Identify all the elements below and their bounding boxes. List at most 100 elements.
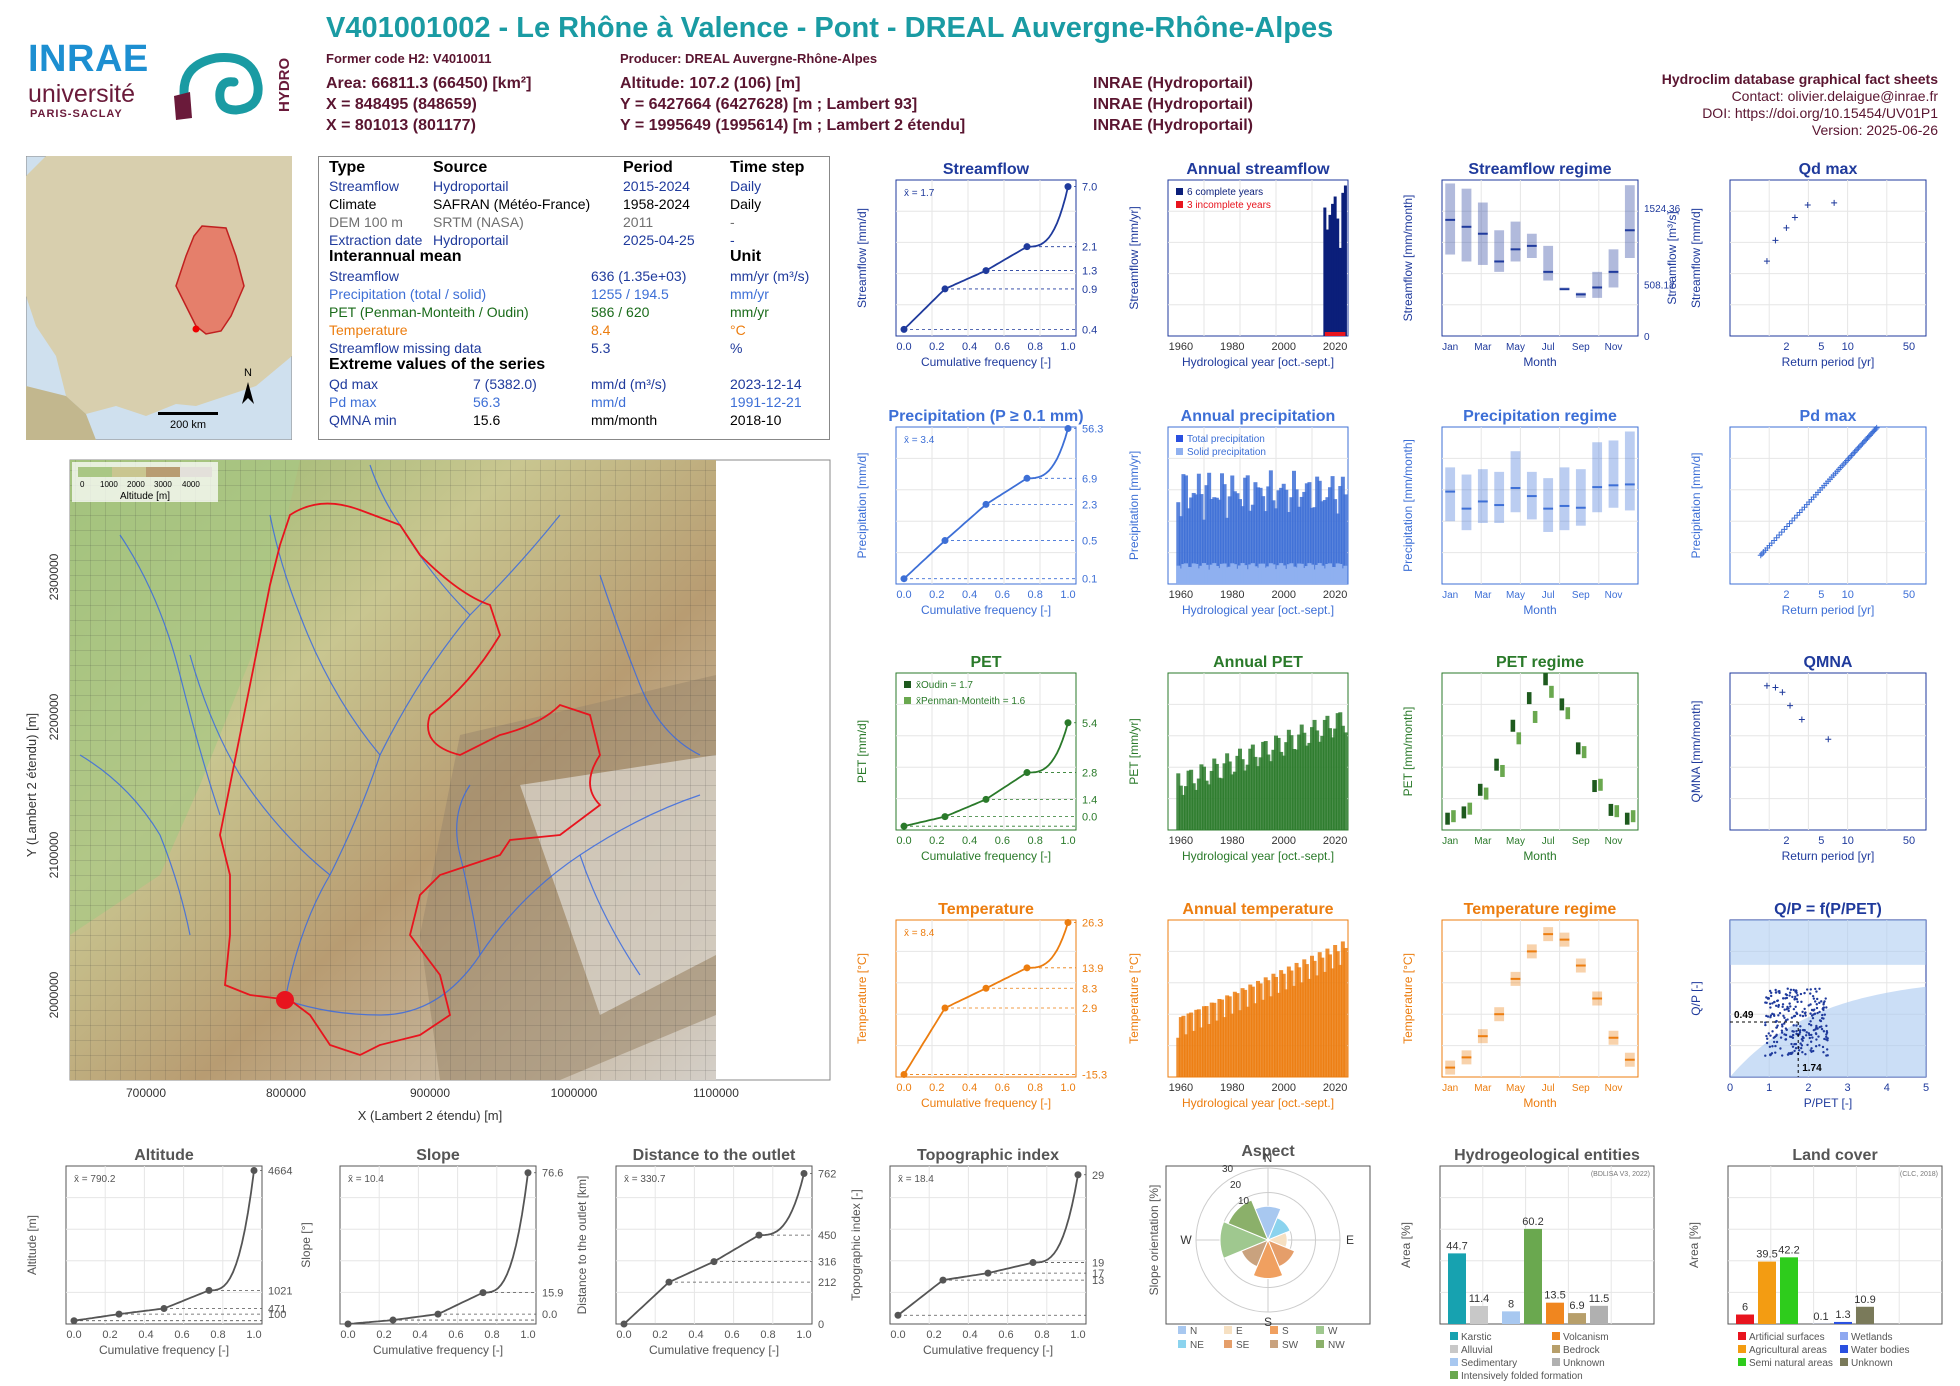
data-point	[1818, 1010, 1821, 1014]
bar	[1253, 1003, 1258, 1077]
bar	[1204, 1006, 1209, 1077]
plot-area	[1441, 672, 1639, 831]
data-point	[1800, 1044, 1804, 1047]
bar	[1338, 964, 1343, 1077]
regime-pm	[1483, 787, 1489, 800]
chart-title: QMNA	[1804, 654, 1853, 671]
chart-title: PET regime	[1496, 654, 1584, 671]
regime-pm	[1500, 764, 1505, 777]
legend-label: Unknown	[1563, 1358, 1605, 1369]
bar	[1217, 499, 1222, 584]
version: Version: 2025-06-26	[1811, 122, 1938, 138]
bar	[1338, 486, 1343, 584]
x-tick-label: 0.4	[962, 1329, 977, 1341]
bar	[1299, 496, 1304, 584]
solid-precip-bar	[1307, 563, 1312, 584]
data-point	[160, 1304, 168, 1312]
data-point	[1816, 1011, 1819, 1015]
data-point	[1809, 992, 1812, 995]
solid-precip-bar	[1268, 563, 1273, 584]
x-tick-label: 1	[1766, 1082, 1772, 1094]
bar	[1780, 1257, 1798, 1324]
y-lambert93: Y = 6427664 (6427628) [m ; Lambert 93]	[620, 96, 918, 113]
data-point	[1064, 425, 1072, 433]
data-point	[1814, 987, 1817, 991]
bar	[1335, 951, 1340, 1077]
x-tick-label: 0.4	[688, 1329, 703, 1341]
bar	[1340, 476, 1345, 584]
legend-label: x̄Oudin = 1.7	[916, 680, 973, 691]
solid-precip-bar	[1343, 565, 1348, 584]
data-point	[434, 1310, 442, 1318]
data-point	[1798, 1029, 1801, 1033]
bar	[1343, 185, 1347, 336]
y-axis-label: Area [%]	[1399, 1222, 1413, 1268]
x-tick-label: 5	[1818, 341, 1824, 353]
data-point	[941, 285, 949, 293]
table-cell: 1958-2024	[623, 196, 690, 212]
bar	[1232, 991, 1237, 1077]
doi-link[interactable]: DOI: https://doi.org/10.15454/UV01P1	[1702, 105, 1938, 121]
data-point	[1799, 1046, 1803, 1050]
bar	[1856, 1306, 1874, 1324]
mean-value: 5.3	[591, 340, 611, 356]
data-point	[1823, 1037, 1826, 1041]
bar	[1307, 482, 1312, 584]
x-tick-label: 2020	[1323, 835, 1347, 847]
bar	[1181, 1015, 1186, 1077]
bar	[1323, 207, 1327, 336]
data-point	[1823, 1013, 1827, 1016]
data-point	[250, 1166, 258, 1174]
legend-label: Wetlands	[1851, 1332, 1893, 1343]
bar	[1274, 976, 1278, 1077]
chart-title: Q/P = f(P/PET)	[1774, 901, 1882, 918]
mean-label: x̄ = 8.4	[904, 928, 935, 939]
bar	[1261, 496, 1266, 584]
bar	[1230, 475, 1235, 584]
legend-label: NW	[1328, 1340, 1345, 1351]
bar-value-label: 8	[1508, 1298, 1514, 1310]
bar	[1248, 510, 1253, 584]
data-point	[1810, 1047, 1813, 1050]
bar	[1204, 780, 1209, 830]
right-tick-label: 4664	[268, 1165, 292, 1177]
bar	[1199, 1027, 1204, 1077]
data-point	[1803, 991, 1806, 995]
x-tick-label: 0.2	[929, 1082, 944, 1094]
solid-precip-bar	[1315, 564, 1320, 584]
mean-unit: %	[730, 340, 743, 356]
legend-swatch	[1450, 1345, 1458, 1353]
data-point	[1809, 1020, 1812, 1023]
bar	[1194, 789, 1199, 830]
x-tick-label: 0.8	[1028, 341, 1043, 353]
solid-precip-bar	[1330, 566, 1335, 584]
bar	[1294, 962, 1299, 1077]
data-point	[1809, 988, 1812, 991]
table-cell: Daily	[730, 196, 762, 212]
bar	[1202, 1006, 1206, 1077]
y-axis-label: Slope [°]	[299, 1222, 313, 1268]
legend-label: Unknown	[1851, 1358, 1893, 1369]
legend-swatch	[1176, 435, 1183, 442]
contact[interactable]: Contact: olivier.delaigue@inrae.fr	[1731, 88, 1938, 104]
table-cell: SRTM (NASA)	[433, 214, 524, 230]
regime-oudin	[1477, 783, 1483, 796]
data-point	[1856, 443, 1863, 450]
data-point	[1795, 1011, 1798, 1014]
right-tick-label: 1.3	[1082, 266, 1097, 278]
solid-precip-bar	[1256, 567, 1260, 584]
data-point	[1824, 997, 1827, 1000]
bar	[1202, 766, 1206, 830]
data-point	[1812, 997, 1816, 1000]
bar	[1276, 992, 1281, 1077]
bar	[1199, 494, 1204, 584]
legend-label: x̄Penman-Monteith = 1.6	[916, 696, 1026, 707]
bar	[1271, 973, 1276, 1077]
legend-label: SE	[1236, 1340, 1250, 1351]
x-tick-label: 1.0	[796, 1329, 811, 1341]
legend-label: 3 incomplete years	[1187, 200, 1271, 211]
x-tick-label: 5	[1923, 1082, 1929, 1094]
bar	[1186, 1013, 1191, 1077]
y-axis-label: PET [mm/month]	[1401, 707, 1415, 797]
bar	[1191, 1030, 1196, 1077]
